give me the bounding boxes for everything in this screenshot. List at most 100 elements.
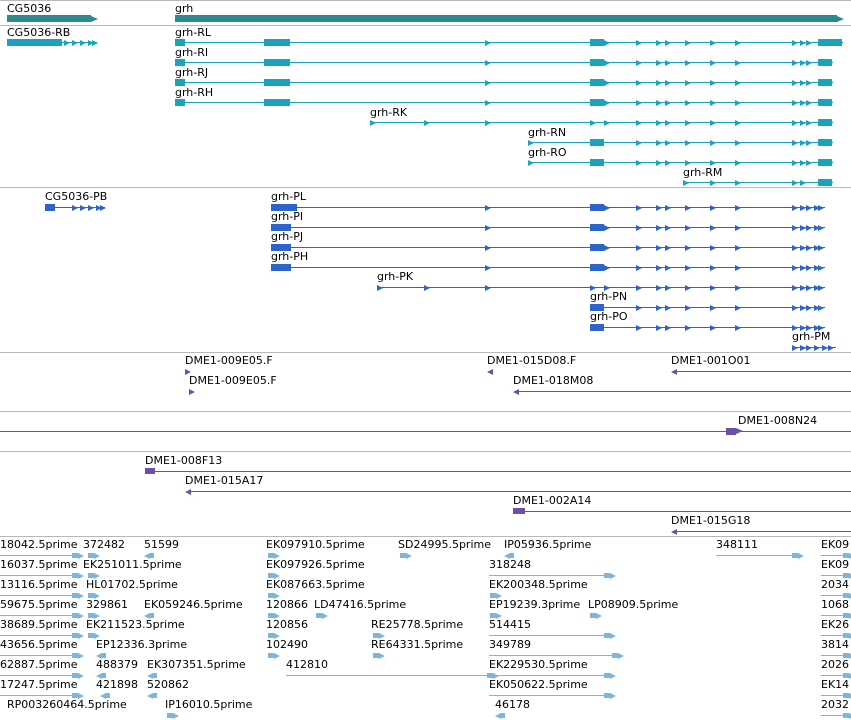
est-line[interactable]	[821, 575, 851, 576]
est-line[interactable]	[489, 695, 612, 696]
est-label[interactable]: RP003260464.5prime	[7, 698, 127, 711]
est-line[interactable]	[0, 615, 80, 616]
transcript-a-1-intron[interactable]	[175, 42, 843, 43]
clone-label[interactable]: DME1-002A14	[513, 494, 592, 507]
transcript-a-7-intron[interactable]	[528, 162, 833, 163]
est-line[interactable]	[821, 555, 851, 556]
est-line[interactable]	[821, 615, 851, 616]
transcript-label-b[interactable]: grh-PK	[377, 270, 414, 283]
transcript-label-b[interactable]: grh-PH	[271, 250, 309, 263]
clone-label[interactable]: DME1-015A17	[185, 474, 264, 487]
est-label[interactable]: 372482	[83, 538, 125, 551]
est-label[interactable]: 514415	[489, 618, 531, 631]
est-label[interactable]: 18042.5prime	[0, 538, 78, 551]
est-line[interactable]	[0, 595, 80, 596]
est-label[interactable]: 1068	[821, 598, 849, 611]
est-label[interactable]: RE64331.5prime	[371, 638, 464, 651]
est-label[interactable]: EK211523.5prime	[86, 618, 185, 631]
clone-label[interactable]: DME1-008N24	[738, 414, 818, 427]
est-label[interactable]: 520862	[147, 678, 189, 691]
est-line[interactable]	[0, 635, 80, 636]
est-label[interactable]: EK097910.5prime	[266, 538, 365, 551]
transcript-a-3-intron[interactable]	[175, 82, 833, 83]
est-line[interactable]	[716, 555, 800, 556]
transcript-b-2-intron[interactable]	[271, 227, 825, 228]
est-label[interactable]: 51599	[144, 538, 179, 551]
est-line[interactable]	[821, 595, 851, 596]
est-line[interactable]	[286, 675, 495, 676]
est-label[interactable]: 120856	[266, 618, 308, 631]
est-label[interactable]: 38689.5prime	[0, 618, 78, 631]
est-label[interactable]: EP19239.3prime	[489, 598, 581, 611]
transcript-label-b[interactable]: grh-PI	[271, 210, 304, 223]
est-label[interactable]: 2032	[821, 698, 849, 711]
transcript-label-a[interactable]: grh-RH	[175, 86, 214, 99]
est-label[interactable]: 329861	[86, 598, 128, 611]
clone-label[interactable]: DME1-009E05.F	[185, 354, 273, 367]
est-label[interactable]: EK097926.5prime	[266, 558, 365, 571]
transcript-b-5-intron[interactable]	[377, 287, 825, 288]
est-label[interactable]: EK050622.5prime	[489, 678, 588, 691]
est-line[interactable]	[0, 695, 80, 696]
transcript-label-b[interactable]: grh-PN	[590, 290, 628, 303]
est-label[interactable]: IP16010.5prime	[165, 698, 253, 711]
transcript-label-b[interactable]: grh-PO	[590, 310, 628, 323]
clone-label[interactable]: DME1-009E05.F	[189, 374, 277, 387]
clone-label[interactable]: DME1-018M08	[513, 374, 594, 387]
transcript-b-3-intron[interactable]	[271, 247, 825, 248]
clone-line[interactable]	[519, 391, 851, 392]
est-label[interactable]: EK09	[821, 538, 850, 551]
clone-label[interactable]: DME1-015D08.F	[487, 354, 577, 367]
est-line[interactable]	[489, 575, 612, 576]
transcript-label-a[interactable]: grh-RI	[175, 46, 209, 59]
transcript-b-4-intron[interactable]	[271, 267, 825, 268]
est-label[interactable]: EK229530.5prime	[489, 658, 588, 671]
est-label[interactable]: 348111	[716, 538, 758, 551]
transcript-label-a[interactable]: grh-RN	[528, 126, 567, 139]
transcript-label-a[interactable]: grh-RM	[683, 166, 723, 179]
transcript-b-1-intron[interactable]	[271, 207, 825, 208]
clone-label[interactable]: DME1-001O01	[671, 354, 751, 367]
transcript-label-a[interactable]: grh-RK	[370, 106, 408, 119]
est-line[interactable]	[821, 695, 851, 696]
est-label[interactable]: EK200348.5prime	[489, 578, 588, 591]
clone-label[interactable]: DME1-015G18	[671, 514, 751, 527]
est-label[interactable]: IP05936.5prime	[504, 538, 592, 551]
est-label[interactable]: SD24995.5prime	[398, 538, 491, 551]
clone-line[interactable]	[0, 431, 851, 432]
transcript-label-b[interactable]: CG5036-PB	[45, 190, 108, 203]
gene-label-cg5036[interactable]: CG5036	[7, 2, 52, 15]
est-line[interactable]	[489, 675, 612, 676]
est-label[interactable]: EK307351.5prime	[147, 658, 246, 671]
transcript-label-b[interactable]: grh-PL	[271, 190, 307, 203]
est-label[interactable]: HL01702.5prime	[86, 578, 178, 591]
est-label[interactable]: EK26	[821, 618, 850, 631]
est-label[interactable]: EK251011.5prime	[83, 558, 182, 571]
est-label[interactable]: 412810	[286, 658, 328, 671]
est-label[interactable]: 421898	[96, 678, 138, 691]
gene-label-grh[interactable]: grh	[175, 2, 194, 15]
est-label[interactable]: 318248	[489, 558, 531, 571]
est-label[interactable]: RE25778.5prime	[371, 618, 464, 631]
transcript-label-b[interactable]: grh-PM	[792, 330, 831, 343]
est-label[interactable]: 17247.5prime	[0, 678, 78, 691]
est-line[interactable]	[489, 655, 620, 656]
est-label[interactable]: 43656.5prime	[0, 638, 78, 651]
est-line[interactable]	[821, 715, 851, 716]
est-label[interactable]: 2026	[821, 658, 849, 671]
est-label[interactable]: 120866	[266, 598, 308, 611]
transcript-b-6-intron[interactable]	[590, 307, 825, 308]
clone-label[interactable]: DME1-008F13	[145, 454, 223, 467]
est-label[interactable]: 349789	[489, 638, 531, 651]
est-line[interactable]	[821, 675, 851, 676]
est-label[interactable]: EK14	[821, 678, 850, 691]
est-label[interactable]: 62887.5prime	[0, 658, 78, 671]
est-line[interactable]	[489, 635, 612, 636]
clone-line[interactable]	[155, 471, 851, 472]
transcript-label-a[interactable]: grh-RJ	[175, 66, 209, 79]
est-label[interactable]: EK087663.5prime	[266, 578, 365, 591]
transcript-a-6-intron[interactable]	[528, 142, 833, 143]
est-line[interactable]	[0, 555, 80, 556]
est-label[interactable]: 16037.5prime	[0, 558, 78, 571]
est-line[interactable]	[0, 675, 80, 676]
